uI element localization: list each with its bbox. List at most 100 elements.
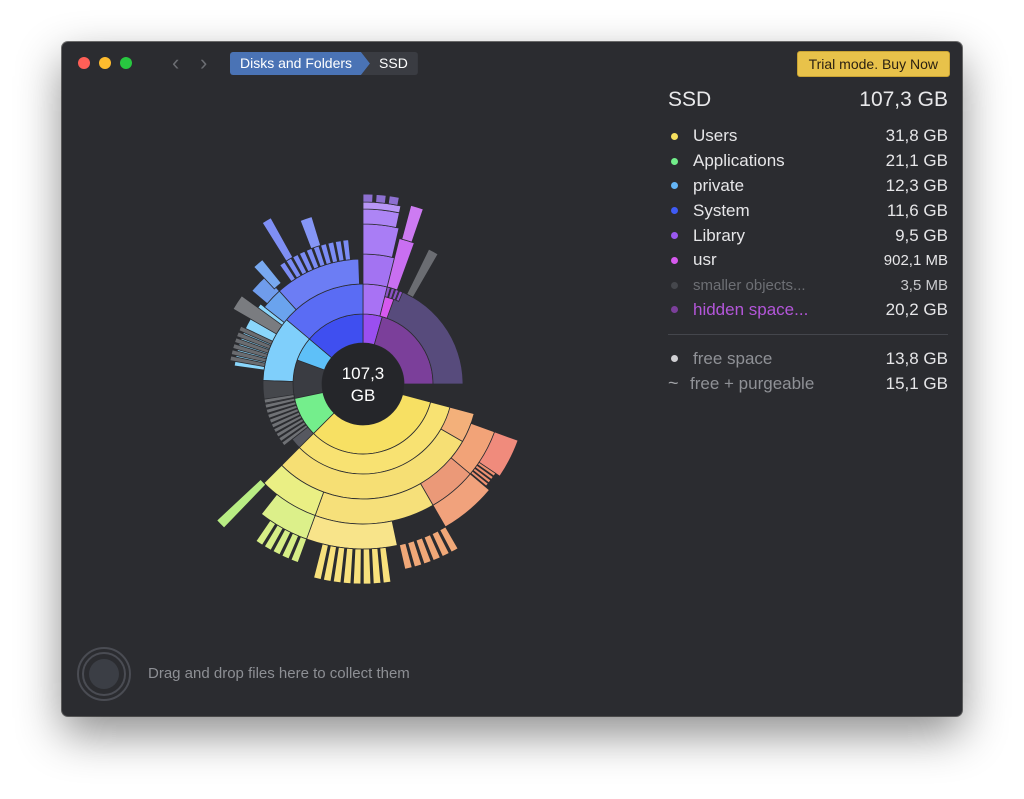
segment-private-child[interactable] [251,275,280,305]
segment-system-child[interactable] [278,258,360,311]
segment-gray-leaf[interactable] [236,331,272,350]
breadcrumb: Disks and Folders SSD [230,52,418,75]
segment-gray-leaf[interactable] [238,325,274,345]
panel-title: SSD [668,88,712,111]
segment-system-leaf[interactable] [342,239,351,261]
segment-gray-leaf[interactable] [232,295,283,335]
legend-dot-icon [671,207,678,215]
free-space-dot-icon [671,355,678,363]
segment-applications-leaf[interactable] [268,408,300,424]
legend-item-system[interactable]: System 11,6 GB [668,198,948,223]
legend-dot-icon [671,281,678,289]
segment-users-leaf[interactable] [313,543,329,581]
legend-dot-icon [671,182,678,190]
legend-item-users[interactable]: Users 31,8 GB [668,124,948,149]
segment-usr-leaf[interactable] [384,286,391,298]
segment-users-leaf[interactable] [272,528,292,556]
segment-gray-leaf[interactable] [230,349,267,363]
zoom-window-button[interactable] [120,57,132,69]
segment-users-leaf[interactable] [290,536,308,564]
segment-system-leaf[interactable] [279,261,296,283]
legend-item-library[interactable]: Library 9,5 GB [668,223,948,248]
segment-applications-leaf[interactable] [273,414,303,434]
segment-system-leaf[interactable] [299,216,322,250]
segment-users-leaf[interactable] [470,470,489,487]
minimize-window-button[interactable] [99,57,111,69]
segment-users-leaf[interactable] [398,542,413,570]
segment-library-leaf[interactable] [375,194,387,204]
legend-item-smaller-objects[interactable]: smaller objects... 3,5 MB [668,273,948,298]
segment-usr-leaf[interactable] [395,290,404,302]
panel-divider [668,334,948,336]
legend-item-applications[interactable]: Applications 21,1 GB [668,149,948,174]
segment-applications-leaf[interactable] [263,394,295,404]
forward-button[interactable]: › [200,50,208,75]
buy-now-button[interactable]: Trial mode. Buy Now [796,51,950,77]
segment-system-leaf[interactable] [305,247,320,270]
center-size-value: 107,3 [342,364,385,383]
collector-drop-icon[interactable] [76,646,132,702]
segment-users-leaf[interactable] [474,464,494,481]
panel-header: SSD 107,3 GB [668,88,948,118]
segment-gray-leaf[interactable] [232,343,269,359]
segment-users-leaf[interactable] [379,546,392,584]
segment-library-leaf[interactable] [362,193,374,203]
segment-system-leaf[interactable] [261,217,294,262]
segment-library-child[interactable] [362,223,400,258]
segment-users-leaf[interactable] [216,478,267,529]
segment-system-leaf[interactable] [292,253,308,276]
segment-system-leaf[interactable] [298,250,314,273]
segment-applications-leaf[interactable] [265,401,297,414]
segment-system-leaf[interactable] [334,240,345,262]
segment-users-leaf[interactable] [415,537,432,565]
close-window-button[interactable] [78,57,90,69]
segment-gray-leaf[interactable] [234,337,270,354]
segment-hidden-outer-spike[interactable] [406,248,439,298]
disk-usage-sunburst[interactable]: 107,3 GB [62,42,582,662]
segment-applications-leaf[interactable] [267,404,298,419]
segment-private-leaf[interactable] [253,259,282,290]
segment-usr-leaf[interactable] [388,287,396,300]
legend-dot-icon [671,256,678,264]
segment-users-leaf[interactable] [332,546,346,584]
segment-users-leaf[interactable] [263,524,284,551]
segment-users-leaf[interactable] [476,461,497,477]
size-panel: SSD 107,3 GB Users 31,8 GB Applications … [668,88,948,396]
segment-users-leaf[interactable] [472,467,492,484]
segment-users-leaf[interactable] [431,530,450,558]
segment-usr-leaf[interactable] [401,204,424,243]
segment-applications-leaf[interactable] [278,421,307,442]
segment-users-leaf[interactable] [255,519,277,546]
legend-dot-icon [671,132,678,140]
segment-users-leaf[interactable] [281,532,300,560]
legend-dot-icon [671,232,678,240]
segment-applications-leaf[interactable] [270,411,301,429]
center-disc[interactable] [322,343,404,425]
legend-item-private[interactable]: private 12,3 GB [668,174,948,199]
legend-dot-icon [671,306,678,314]
segment-applications-leaf[interactable] [275,418,305,438]
segment-users-leaf[interactable] [342,547,354,585]
app-window: ‹ › Disks and Folders SSD Trial mode. Bu… [62,42,962,716]
segment-system-leaf[interactable] [320,243,332,265]
segment-usr-leaf[interactable] [391,288,400,301]
segment-users-leaf[interactable] [439,526,459,553]
legend-dot-icon [671,157,678,165]
segment-gray-leaf[interactable] [229,355,266,368]
segment-users-leaf[interactable] [352,548,362,585]
segment-applications-leaf[interactable] [264,397,296,409]
back-button[interactable]: ‹ [172,50,180,75]
segment-users-leaf[interactable] [322,545,337,582]
segment-hidden-space-outer[interactable] [381,287,464,385]
segment-library-leaf[interactable] [387,195,400,206]
segment-system-leaf[interactable] [327,241,339,264]
legend-item-hidden-space[interactable]: hidden space... 20,2 GB [668,298,948,323]
breadcrumb-ssd[interactable]: SSD [361,52,418,75]
segment-users-leaf[interactable] [407,540,423,568]
breadcrumb-disks-and-folders[interactable]: Disks and Folders [230,52,370,75]
segment-users-leaf[interactable] [371,547,382,585]
segment-users-leaf[interactable] [362,548,372,585]
segment-users-leaf[interactable] [423,534,441,561]
segment-users-orange[interactable] [432,473,490,528]
legend-item-usr[interactable]: usr 902,1 MB [668,248,948,273]
